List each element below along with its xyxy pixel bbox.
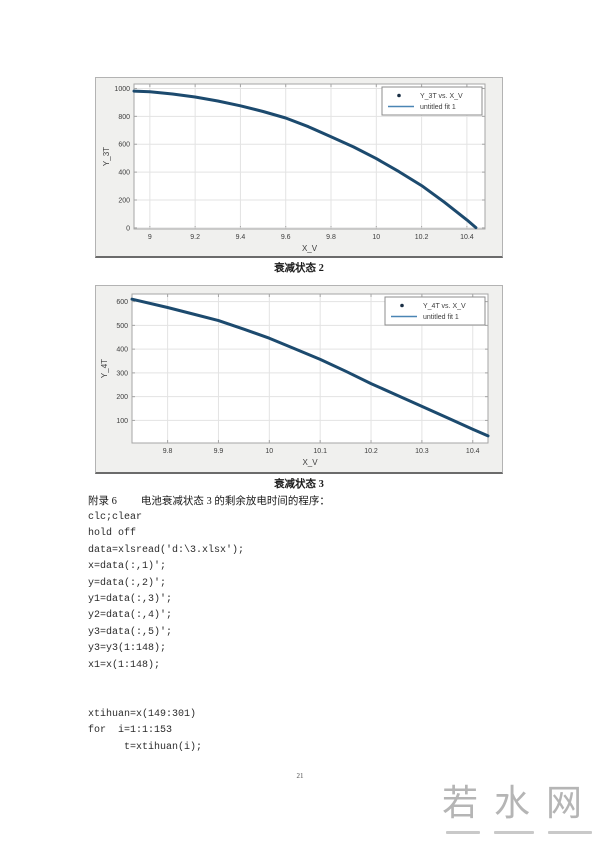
y-tick-label: 600 (116, 299, 128, 306)
figure-caption: 衰减状态 3 (274, 479, 324, 490)
y-tick-label: 500 (116, 323, 128, 330)
watermark-logo: 若水网 (442, 782, 599, 823)
figure-frame: 9 9.2 9.4 9.6 9.8 10 10.2 10.4 0 200 400 600 800 1000… (95, 77, 503, 258)
x-tick-label: 9.9 (214, 448, 224, 455)
x-tick-label: 9.6 (281, 234, 291, 241)
x-tick-label: 10.4 (466, 448, 480, 455)
watermark-subtext-fragment (494, 831, 534, 834)
x-axis-label: X_V (302, 458, 318, 467)
y-tick-label: 600 (118, 142, 130, 149)
legend-label: Y_3T vs. X_V (420, 93, 463, 100)
y-tick-label: 300 (116, 370, 128, 377)
chart-y4t-vs-xv: 9.8 9.9 10 10.1 10.2 10.3 10.4 100 200 300 400 500 6… (100, 293, 490, 467)
x-tick-label: 9.8 (326, 234, 336, 241)
legend-box (384, 296, 486, 326)
legend-marker-dot (400, 303, 404, 308)
x-tick-label: 10.4 (460, 234, 474, 241)
x-tick-label: 10 (265, 448, 273, 455)
x-tick-label: 10.1 (313, 448, 327, 455)
code-block: clc;clear hold off data=xlsread('d:\3.xl… (88, 512, 245, 753)
x-tick-label: 9 (148, 234, 152, 241)
x-tick-label: 10.2 (364, 448, 378, 455)
x-tick-label: 9.8 (163, 448, 173, 455)
figure-frame: 9.8 9.9 10 10.1 10.2 10.3 10.4 100 200 300 400 500 6… (95, 285, 503, 474)
data-curve (130, 297, 490, 438)
y-tick-label: 100 (116, 418, 128, 425)
y-tick-label: 200 (118, 198, 130, 205)
legend-label: untitled fit 1 (423, 314, 459, 321)
y-tick-label: 0 (126, 225, 130, 232)
y-axis-label: Y_3T (102, 147, 111, 166)
appendix-title: 电池衰减状态 3 的剩余放电时间的程序： (140, 496, 330, 507)
figure-decay-state-2: 9 9.2 9.4 9.6 9.8 10 10.2 10.4 0 200 400 600 800 1000… (95, 77, 503, 276)
legend-box (381, 86, 483, 116)
y-tick-label: 200 (116, 394, 128, 401)
legend-label: untitled fit 1 (420, 104, 456, 111)
y-tick-label: 400 (118, 170, 130, 177)
watermark-subtext-fragment (548, 831, 592, 834)
chart-y3t-vs-xv: 9 9.2 9.4 9.6 9.8 10 10.2 10.4 0 200 400 600 800 1000… (102, 83, 486, 253)
axis-border (133, 83, 486, 230)
watermark-subtext (446, 831, 596, 834)
appendix-label: 附录 6 (88, 496, 117, 507)
x-tick-label: 10.2 (415, 234, 429, 241)
x-axis-label: X_V (302, 244, 318, 253)
x-tick-label: 9.2 (190, 234, 200, 241)
data-curve (132, 89, 478, 230)
legend-marker-dot (397, 93, 401, 98)
y-tick-label: 400 (116, 347, 128, 354)
x-tick-label: 10 (372, 234, 380, 241)
figure-decay-state-3: 9.8 9.9 10 10.1 10.2 10.3 10.4 100 200 300 400 500 6… (95, 285, 503, 492)
y-tick-label: 1000 (114, 86, 130, 93)
page-number: 21 (296, 772, 304, 780)
figure-caption: 衰减状态 2 (274, 263, 324, 274)
appendix-heading: 附录 6 电池衰减状态 3 的剩余放电时间的程序： (88, 494, 518, 509)
y-axis-label: Y_4T (100, 359, 109, 378)
x-tick-label: 9.4 (236, 234, 246, 241)
legend-label: Y_4T vs. X_V (423, 303, 466, 310)
x-tick-label: 10.3 (415, 448, 429, 455)
y-tick-label: 800 (118, 114, 130, 121)
axis-border (131, 293, 489, 444)
watermark-subtext-fragment (446, 831, 480, 834)
